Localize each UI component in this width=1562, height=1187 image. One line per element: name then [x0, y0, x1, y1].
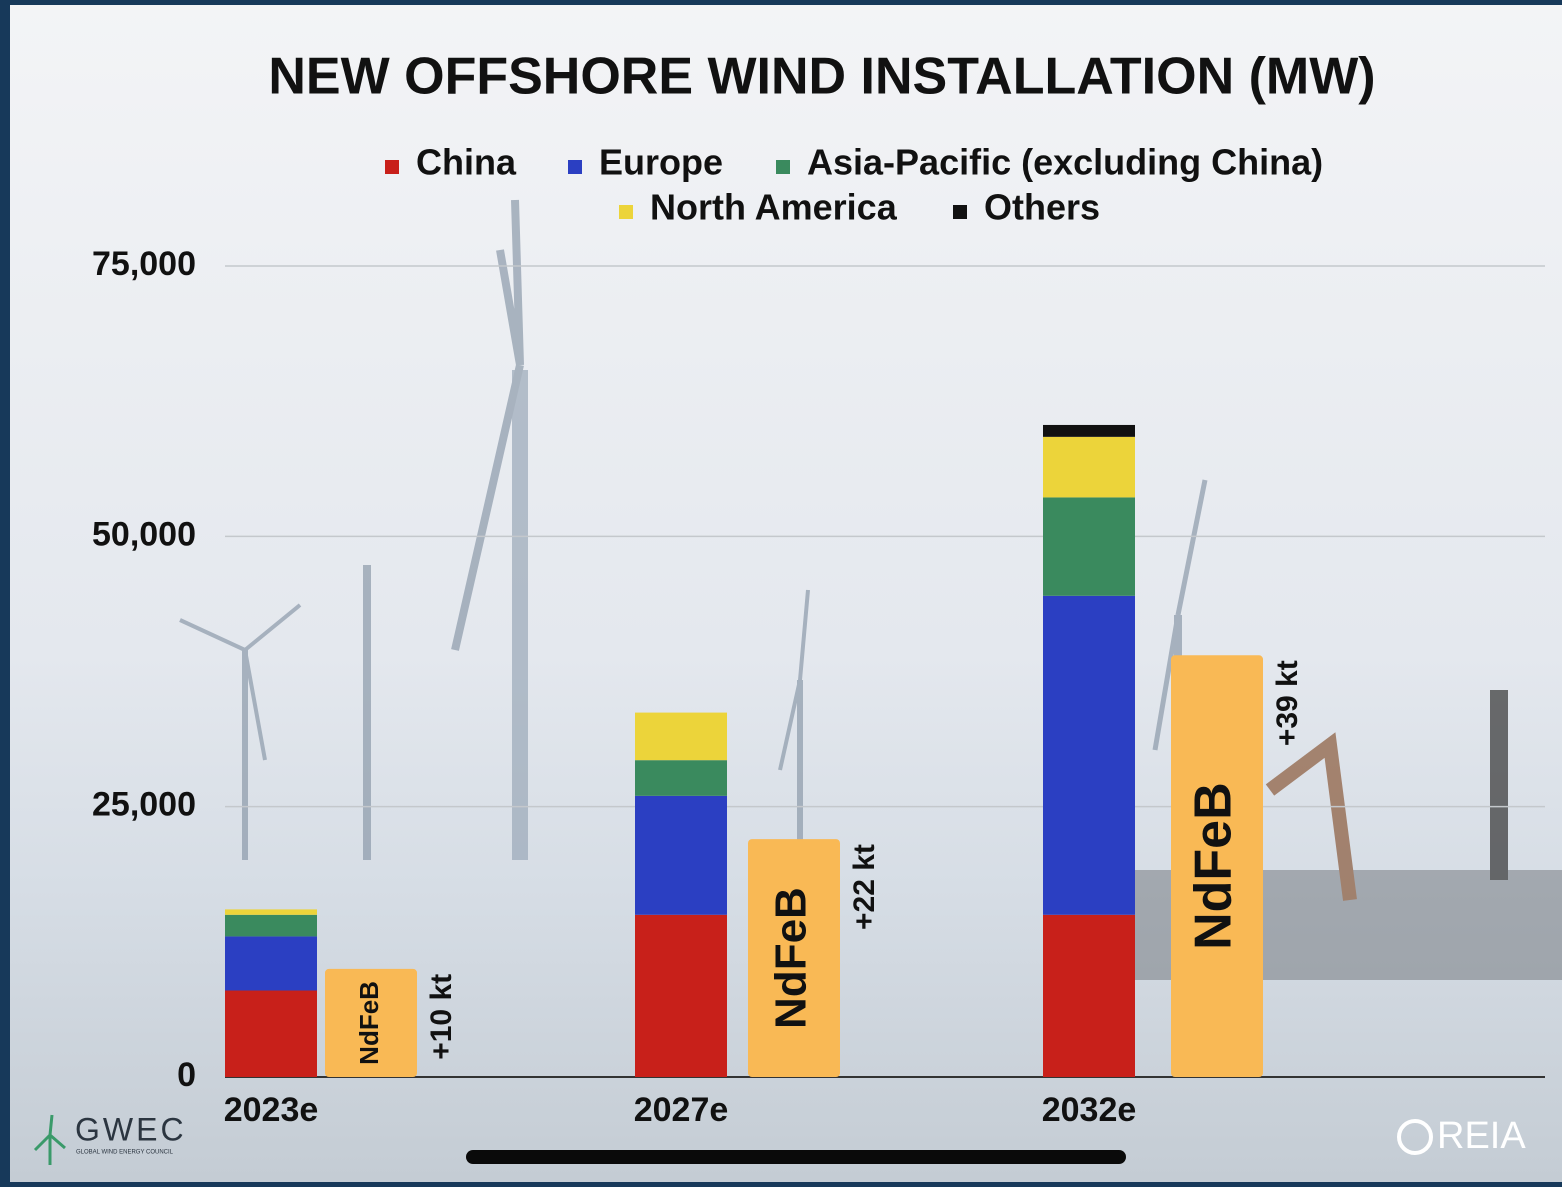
bar-segment [225, 990, 317, 1077]
value-label: +22 kt [848, 844, 881, 930]
bar-segment [1043, 914, 1135, 1077]
ndfeb-label: NdFeB [354, 981, 384, 1065]
x-tick-label: 2027e [634, 1091, 729, 1129]
bar-segment [1043, 424, 1135, 437]
ndfeb-bar [325, 968, 417, 1077]
y-tick-label: 0 [177, 1056, 196, 1094]
logo-subtext: GLOBAL WIND ENERGY COUNCIL [76, 1150, 174, 1156]
logo-text: GWEC [75, 1111, 187, 1147]
value-label: +10 kt [425, 974, 458, 1060]
legend-label: Europe [599, 142, 723, 183]
y-tick-label: 75,000 [92, 245, 196, 283]
chart-title: NEW OFFSHORE WIND INSTALLATION (MW) [268, 48, 1375, 106]
bar-segment [635, 795, 727, 915]
legend-label: North America [650, 187, 898, 228]
reia-logo [1397, 1119, 1433, 1155]
bar-segment [635, 760, 727, 796]
legend-label: China [416, 142, 517, 183]
x-tick-label: 2023e [224, 1091, 319, 1129]
bar-segment [1043, 595, 1135, 915]
gwec-logo [33, 1114, 66, 1165]
legend-marker [953, 205, 967, 219]
bar-segment [225, 936, 317, 991]
y-tick-label: 50,000 [92, 515, 196, 553]
bar-segment [225, 914, 317, 937]
bar-segment [635, 712, 727, 761]
bar-segment [1043, 497, 1135, 596]
bar-segment [635, 914, 727, 1077]
bar-segment [1043, 436, 1135, 498]
legend-marker [385, 160, 399, 174]
legend-label: Others [984, 187, 1100, 228]
value-label: +39 kt [1271, 660, 1304, 746]
ndfeb-label: NdFeB [767, 887, 816, 1029]
y-tick-label: 25,000 [92, 786, 196, 824]
ndfeb-bar [748, 839, 840, 1077]
bar-segment [225, 909, 317, 915]
logo-text: REIA [1437, 1115, 1526, 1157]
legend-marker [776, 160, 790, 174]
x-tick-label: 2032e [1042, 1091, 1137, 1129]
ndfeb-label: NdFeB [1185, 782, 1243, 950]
ndfeb-bar [1171, 655, 1263, 1077]
legend-label: Asia-Pacific (excluding China) [807, 142, 1323, 183]
legend-marker [568, 160, 582, 174]
legend-marker [619, 205, 633, 219]
scrollbar [466, 1150, 1126, 1164]
